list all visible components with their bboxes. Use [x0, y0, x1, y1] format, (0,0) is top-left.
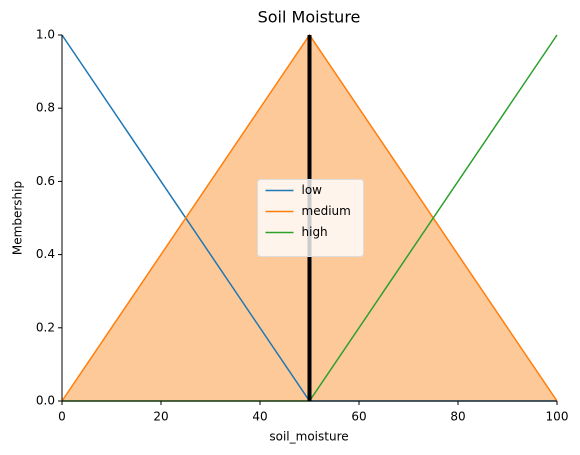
- x-tick-label: 80: [450, 410, 465, 424]
- y-tick-label: 0.4: [36, 247, 55, 261]
- y-axis-label: Membership: [11, 181, 25, 255]
- y-tick-label: 1.0: [36, 28, 55, 42]
- y-tick-label: 0.0: [36, 394, 55, 408]
- legend-label: high: [302, 225, 328, 239]
- legend-box: [257, 179, 364, 257]
- x-tick-label: 40: [252, 410, 267, 424]
- x-tick-label: 100: [546, 410, 569, 424]
- chart-title: Soil Moisture: [258, 8, 361, 27]
- y-tick-label: 0.2: [36, 320, 55, 334]
- x-tick-label: 0: [58, 410, 66, 424]
- legend: low medium high: [257, 179, 364, 257]
- y-tick-label: 0.6: [36, 174, 55, 188]
- y-tick-label: 0.8: [36, 101, 55, 115]
- legend-label: medium: [302, 204, 351, 218]
- legend-label: low: [302, 183, 323, 197]
- x-tick-label: 20: [153, 410, 168, 424]
- x-axis-label: soil_moisture: [269, 430, 348, 444]
- x-tick-label: 60: [351, 410, 366, 424]
